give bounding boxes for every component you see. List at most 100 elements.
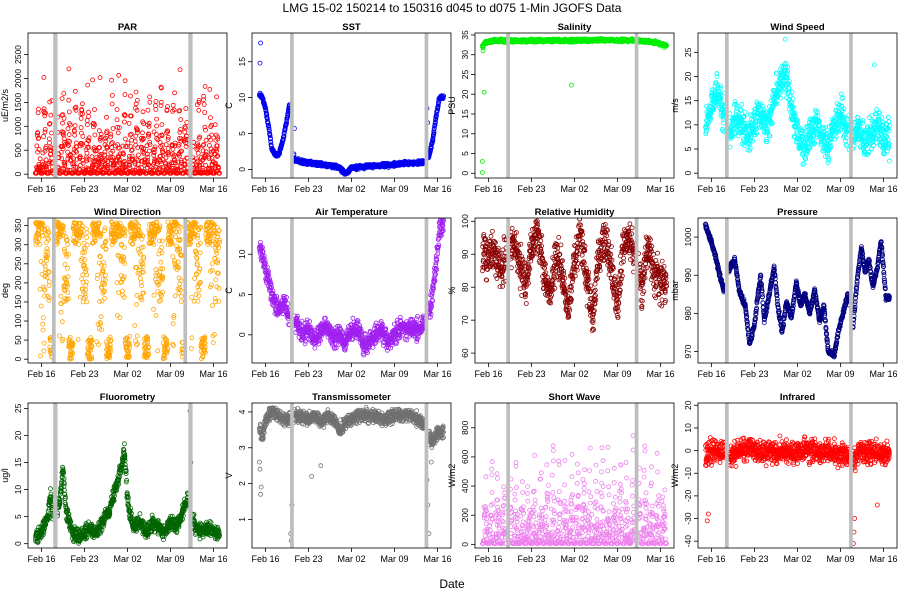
data-point bbox=[102, 152, 107, 158]
data-point bbox=[179, 148, 185, 154]
data-point bbox=[745, 120, 750, 126]
data-point bbox=[97, 165, 102, 171]
data-point bbox=[114, 117, 120, 123]
data-point bbox=[154, 161, 160, 167]
data-point bbox=[844, 143, 850, 149]
y-tick-label: 15 bbox=[460, 109, 470, 119]
data-gap-band bbox=[424, 33, 429, 178]
data-point bbox=[279, 143, 285, 148]
data-point bbox=[435, 106, 441, 112]
data-point bbox=[77, 154, 83, 160]
data-point bbox=[120, 276, 126, 282]
data-point bbox=[92, 107, 97, 112]
data-point bbox=[718, 83, 723, 89]
data-point bbox=[139, 297, 145, 303]
data-point bbox=[79, 230, 84, 236]
data-point bbox=[141, 254, 147, 260]
data-point bbox=[45, 226, 50, 231]
data-point bbox=[95, 226, 100, 231]
x-tick-label: Mar 02 bbox=[560, 184, 588, 194]
data-point bbox=[141, 290, 147, 296]
panel-5: Wind Directiondeg050100150200250300350Fe… bbox=[0, 207, 227, 379]
data-point bbox=[128, 131, 134, 137]
data-point bbox=[770, 105, 776, 111]
y-tick-label: 5 bbox=[237, 131, 247, 136]
data-point bbox=[147, 94, 153, 100]
data-point bbox=[139, 283, 145, 289]
data-point bbox=[885, 137, 891, 143]
data-point bbox=[203, 152, 209, 158]
data-point bbox=[42, 129, 48, 135]
data-gap-band bbox=[290, 33, 294, 178]
y-tick-label: 35 bbox=[460, 30, 470, 40]
data-point bbox=[98, 254, 103, 260]
data-point bbox=[200, 143, 206, 148]
data-point bbox=[141, 149, 147, 155]
data-point bbox=[86, 114, 91, 119]
data-point bbox=[60, 146, 66, 152]
data-point bbox=[111, 239, 117, 245]
data-point bbox=[89, 337, 95, 343]
data-point bbox=[122, 78, 128, 84]
data-point bbox=[214, 94, 220, 100]
data-point bbox=[431, 125, 437, 131]
data-point bbox=[430, 138, 436, 144]
data-point bbox=[787, 93, 793, 99]
y-tick-label: 20 bbox=[683, 72, 693, 82]
data-point bbox=[201, 142, 207, 148]
data-point bbox=[130, 241, 136, 247]
data-point bbox=[78, 125, 84, 130]
data-point bbox=[132, 323, 138, 329]
data-point bbox=[126, 354, 132, 359]
data-point bbox=[183, 144, 189, 150]
data-point bbox=[80, 111, 85, 117]
data-point bbox=[869, 113, 875, 118]
data-point bbox=[97, 145, 103, 151]
data-point bbox=[127, 162, 133, 168]
data-point bbox=[42, 113, 48, 119]
data-point bbox=[201, 93, 207, 99]
data-point bbox=[42, 148, 48, 154]
data-gap-band bbox=[725, 33, 729, 178]
data-point bbox=[44, 166, 49, 172]
data-point bbox=[764, 139, 770, 145]
data-point bbox=[202, 110, 208, 115]
data-point bbox=[61, 129, 66, 135]
x-tick-label: Mar 09 bbox=[826, 184, 854, 194]
data-point bbox=[747, 146, 753, 151]
y-axis-label: m/s bbox=[670, 98, 680, 113]
data-point bbox=[46, 279, 52, 285]
figure-title: LMG 15-02 150214 to 150316 d045 to d075 … bbox=[283, 1, 622, 15]
data-point bbox=[786, 85, 792, 91]
data-point bbox=[65, 242, 71, 248]
data-point bbox=[777, 91, 783, 97]
data-point bbox=[714, 74, 720, 80]
data-point bbox=[122, 136, 128, 142]
x-tick-label: Feb 16 bbox=[251, 184, 279, 194]
data-point bbox=[137, 264, 143, 270]
data-point bbox=[754, 126, 759, 131]
data-point bbox=[171, 107, 177, 113]
data-point bbox=[99, 327, 104, 333]
data-point bbox=[85, 122, 90, 128]
data-point bbox=[67, 139, 72, 145]
y-tick-label: 10 bbox=[237, 93, 247, 103]
data-point bbox=[433, 116, 439, 122]
data-point bbox=[872, 122, 878, 127]
data-point bbox=[158, 99, 164, 105]
data-point bbox=[262, 102, 268, 108]
data-point bbox=[80, 280, 86, 285]
data-point bbox=[738, 108, 744, 113]
data-point bbox=[790, 96, 796, 102]
data-point bbox=[853, 139, 858, 145]
data-point bbox=[68, 122, 73, 128]
data-point bbox=[886, 144, 892, 150]
x-tick-label: Mar 16 bbox=[869, 184, 897, 194]
data-point bbox=[165, 146, 171, 151]
data-point bbox=[164, 128, 170, 134]
outlier-point bbox=[258, 40, 264, 46]
data-point bbox=[114, 107, 120, 112]
data-point bbox=[102, 295, 108, 301]
data-point bbox=[46, 236, 51, 242]
data-point bbox=[97, 135, 103, 141]
